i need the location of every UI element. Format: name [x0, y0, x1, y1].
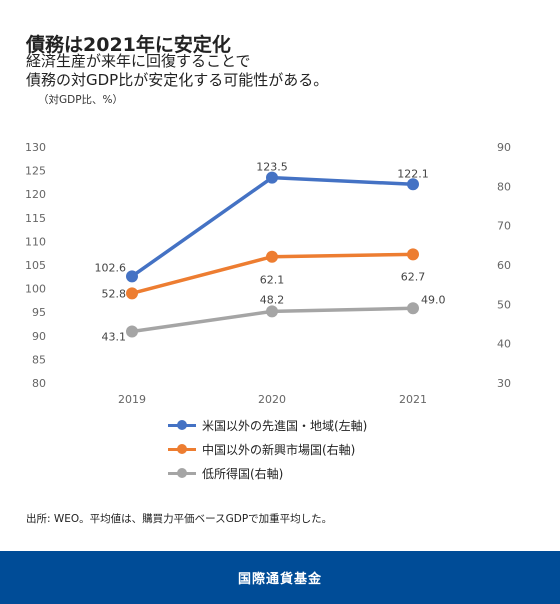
- y-right-tick-label: 70: [497, 220, 511, 233]
- data-label-low-income: 48.2: [260, 293, 285, 306]
- y-right-tick-label: 80: [497, 180, 511, 193]
- y-left-tick-label: 85: [32, 353, 46, 366]
- legend-item-advanced: 米国以外の先進国・地域(左軸): [168, 413, 367, 437]
- legend-swatch-low-income: [168, 468, 196, 478]
- data-point-emerging: [126, 287, 138, 300]
- data-label-emerging: 52.8: [102, 287, 127, 300]
- subtitle-line-1: 経済生産が来年に回復することで: [26, 52, 251, 70]
- y-left-tick-label: 100: [25, 283, 46, 296]
- footer-label: 国際通貨基金: [237, 572, 322, 587]
- data-point-advanced: [407, 178, 419, 191]
- legend-label-advanced: 米国以外の先進国・地域(左軸): [202, 418, 368, 433]
- y-right-tick-label: 30: [497, 377, 511, 390]
- x-tick-label: 2020: [258, 393, 286, 406]
- legend-swatch-advanced: [168, 420, 196, 430]
- x-tick-label: 2019: [118, 393, 146, 406]
- data-label-advanced: 102.6: [95, 261, 127, 274]
- data-point-low-income: [266, 305, 278, 318]
- unit-label: （対GDP比、%）: [38, 94, 124, 106]
- y-left-tick-label: 115: [25, 212, 46, 225]
- data-point-emerging: [266, 250, 278, 263]
- data-point-low-income: [126, 325, 138, 338]
- data-label-low-income: 43.1: [102, 330, 127, 343]
- y-left-tick-label: 110: [25, 235, 46, 248]
- legend-item-low-income: 低所得国(右軸): [168, 461, 367, 485]
- data-label-low-income: 49.0: [421, 293, 446, 306]
- y-left-tick-label: 120: [25, 188, 46, 201]
- data-label-advanced: 122.1: [397, 167, 429, 180]
- y-right-tick-label: 50: [497, 298, 511, 311]
- y-left-tick-label: 80: [32, 377, 46, 390]
- data-point-emerging: [407, 248, 419, 261]
- y-left-tick-label: 95: [32, 306, 46, 319]
- data-label-emerging: 62.7: [401, 270, 426, 283]
- chart-legend: 米国以外の先進国・地域(左軸) 中国以外の新興市場国(右軸) 低所得国(右軸): [168, 413, 367, 485]
- subtitle-line-2: 債務の対GDP比が安定化する可能性がある。: [26, 71, 329, 89]
- y-left-tick-label: 130: [25, 141, 46, 154]
- y-right-tick-label: 90: [497, 141, 511, 154]
- x-tick-label: 2021: [399, 393, 427, 406]
- legend-swatch-emerging: [168, 444, 196, 454]
- line-chart: 80 85 90 95 100 105 110 115 120 125 130 30 40 50 60 70 8…: [25, 141, 511, 406]
- data-label-emerging: 62.1: [260, 274, 285, 287]
- legend-label-low-income: 低所得国(右軸): [202, 466, 284, 481]
- y-left-tick-label: 90: [32, 330, 46, 343]
- data-point-advanced: [266, 171, 278, 184]
- data-label-advanced: 123.5: [256, 161, 288, 174]
- legend-item-emerging: 中国以外の新興市場国(右軸): [168, 437, 367, 461]
- source-note: 出所: WEO。平均値は、購買力平価ベースGDPで加重平均した。: [26, 513, 333, 525]
- y-left-tick-label: 125: [25, 165, 46, 178]
- chart-title: 債務は2021年に安定化: [26, 34, 231, 56]
- data-point-low-income: [407, 302, 419, 315]
- y-left-tick-label: 105: [25, 259, 46, 272]
- legend-label-emerging: 中国以外の新興市場国(右軸): [202, 442, 356, 457]
- y-right-tick-label: 40: [497, 338, 511, 351]
- chart-subtitle: 経済生産が来年に回復することで 債務の対GDP比が安定化する可能性がある。: [26, 52, 328, 90]
- footer-banner: 国際通貨基金: [0, 551, 560, 604]
- y-right-tick-label: 60: [497, 259, 511, 272]
- data-point-advanced: [126, 270, 138, 283]
